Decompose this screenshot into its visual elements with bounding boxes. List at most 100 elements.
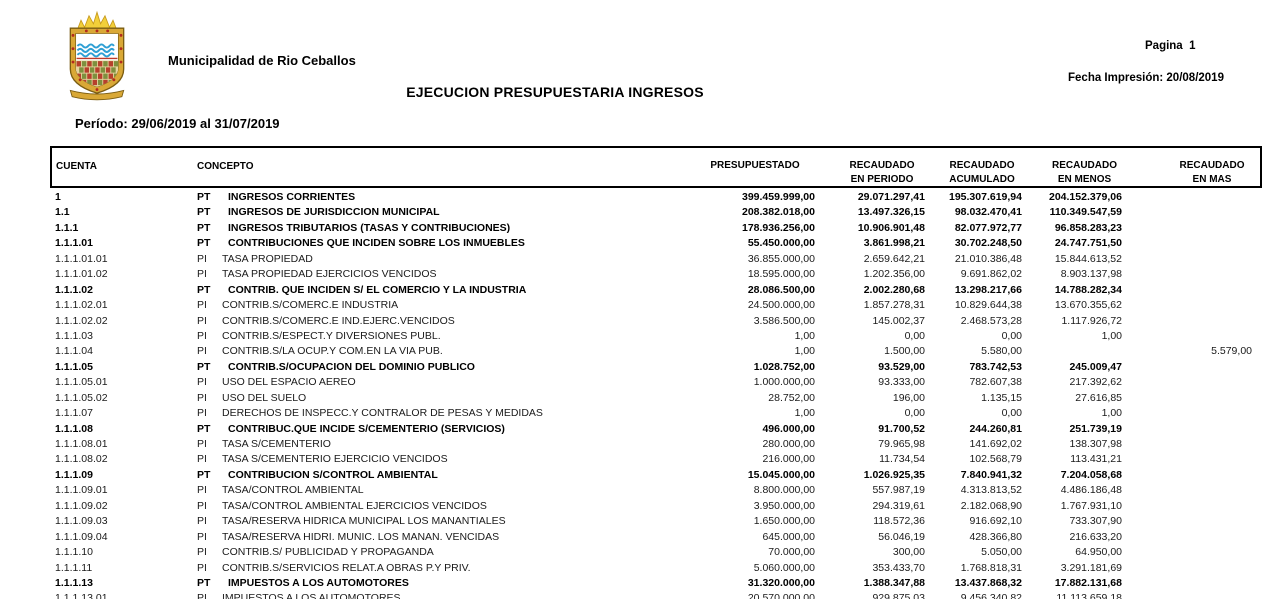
cell-cuenta: 1.1.1.01.01 <box>55 252 108 265</box>
table-row: 1.1.1.03 PI CONTRIB.S/ESPECT.Y DIVERSION… <box>50 329 1262 344</box>
cell-tipo: PI <box>197 484 207 497</box>
cell-recaudado-en-menos: 13.670.355,62 <box>1054 299 1122 312</box>
cell-recaudado-en-periodo: 1.857.278,31 <box>863 299 925 312</box>
cell-recaudado-en-menos: 4.486.186,48 <box>1060 484 1122 497</box>
cell-recaudado-en-periodo: 118.572,36 <box>873 515 925 528</box>
cell-cuenta: 1.1.1.11 <box>55 561 93 574</box>
cell-concepto: TASA S/CEMENTERIO EJERCICIO VENCIDOS <box>222 453 448 466</box>
cell-concepto: USO DEL SUELO <box>222 391 307 404</box>
table-row: 1.1 PT INGRESOS DE JURISDICCION MUNICIPA… <box>50 205 1262 220</box>
cell-recaudado-acumulado: 195.307.619,94 <box>949 191 1022 203</box>
cell-recaudado-en-mas: 5.579,00 <box>1211 345 1252 358</box>
cell-cuenta: 1.1.1.13 <box>55 576 93 589</box>
logo-banner <box>69 89 125 101</box>
cell-cuenta: 1.1.1.09.03 <box>55 515 108 528</box>
cell-recaudado-en-menos: 216.633,20 <box>1069 530 1122 543</box>
cell-concepto: CONTRIB.S/ESPECT.Y DIVERSIONES PUBL. <box>222 329 441 342</box>
cell-tipo: PI <box>197 376 207 389</box>
cell-recaudado-en-periodo: 2.002.280,68 <box>863 283 925 296</box>
cell-presupuestado: 645.000,00 <box>762 530 815 543</box>
cell-recaudado-en-menos: 1.767.931,10 <box>1060 499 1122 512</box>
table-row: 1.1.1.13.01 PI IMPUESTOS A LOS AUTOMOTOR… <box>50 591 1262 599</box>
cell-cuenta: 1 <box>55 191 61 203</box>
cell-tipo: PI <box>197 391 207 404</box>
cell-tipo: PT <box>197 221 211 234</box>
table-row: 1.1.1.05.02 PI USO DEL SUELO 28.752,00 1… <box>50 391 1262 406</box>
cell-presupuestado: 1,00 <box>794 329 815 342</box>
cell-recaudado-acumulado: 2.468.573,28 <box>960 314 1022 327</box>
cell-cuenta: 1.1.1.05.01 <box>55 376 108 389</box>
cell-concepto: TASA/RESERVA HIDRI. MUNIC. LOS MANAN. VE… <box>222 530 500 543</box>
table-row: 1 PT INGRESOS CORRIENTES 399.459.999,00 … <box>50 190 1262 205</box>
cell-tipo: PI <box>197 314 207 327</box>
cell-recaudado-en-periodo: 79.965,98 <box>878 438 925 450</box>
table-header: CUENTA CONCEPTO PRESUPUESTADO RECAUDADO … <box>50 146 1262 188</box>
cell-presupuestado: 8.800.000,00 <box>753 484 815 497</box>
cell-recaudado-en-menos: 7.204.058,68 <box>1060 468 1122 481</box>
cell-recaudado-en-menos: 110.349.547,59 <box>1049 206 1122 219</box>
cell-tipo: PT <box>197 191 211 203</box>
cell-recaudado-acumulado: 1.135,15 <box>981 391 1022 404</box>
cell-cuenta: 1.1.1.13.01 <box>55 592 108 599</box>
col-header-recaudado-en-periodo: RECAUDADO <box>849 160 915 171</box>
table-row: 1.1.1.09.04 PI TASA/RESERVA HIDRI. MUNIC… <box>50 530 1262 545</box>
cell-recaudado-en-periodo: 1.202.356,00 <box>863 268 925 281</box>
cell-presupuestado: 208.382.018,00 <box>742 206 815 219</box>
table-row: 1.1.1.04 PI CONTRIB.S/LA OCUP.Y COM.EN L… <box>50 344 1262 359</box>
cell-presupuestado: 15.045.000,00 <box>747 468 815 481</box>
cell-recaudado-en-periodo: 29.071.297,41 <box>857 191 925 203</box>
cell-recaudado-en-periodo: 557.987,19 <box>872 484 925 497</box>
table-row: 1.1.1.11 PI CONTRIB.S/SERVICIOS RELAT.A … <box>50 561 1262 576</box>
table-row: 1.1.1.01 PT CONTRIBUCIONES QUE INCIDEN S… <box>50 236 1262 251</box>
cell-concepto: TASA PROPIEDAD EJERCICIOS VENCIDOS <box>222 268 437 281</box>
cell-recaudado-en-menos: 3.291.181,69 <box>1060 561 1122 574</box>
col-header-cuenta: CUENTA <box>56 161 97 172</box>
cell-concepto: DERECHOS DE INSPECC.Y CONTRALOR DE PESAS… <box>222 407 543 420</box>
table-row: 1.1.1.08.01 PI TASA S/CEMENTERIO 280.000… <box>50 437 1262 452</box>
cell-recaudado-en-periodo: 145.002,37 <box>872 314 925 327</box>
cell-recaudado-en-periodo: 56.046,19 <box>878 530 925 543</box>
cell-recaudado-en-menos: 27.616,85 <box>1075 391 1122 404</box>
cell-tipo: PT <box>197 283 211 296</box>
table-row: 1.1.1.10 PI CONTRIB.S/ PUBLICIDAD Y PROP… <box>50 545 1262 560</box>
cell-concepto: TASA/RESERVA HIDRICA MUNICIPAL LOS MANAN… <box>222 515 506 528</box>
cell-recaudado-acumulado: 4.313.813,52 <box>960 484 1022 497</box>
table-row: 1.1.1 PT INGRESOS TRIBUTARIOS (TASAS Y C… <box>50 221 1262 236</box>
cell-presupuestado: 280.000,00 <box>762 438 815 450</box>
cell-recaudado-acumulado: 9.456.340,82 <box>960 592 1022 599</box>
table-row: 1.1.1.01.01 PI TASA PROPIEDAD 36.855.000… <box>50 252 1262 267</box>
cell-presupuestado: 1.000.000,00 <box>753 376 815 389</box>
cell-recaudado-acumulado: 5.580,00 <box>981 345 1022 358</box>
cell-cuenta: 1.1.1.01.02 <box>55 268 108 281</box>
print-date-label: Fecha Impresión: 20/08/2019 <box>1068 72 1224 84</box>
cell-tipo: PI <box>197 499 207 512</box>
cell-concepto: TASA/CONTROL AMBIENTAL <box>222 484 364 497</box>
cell-cuenta: 1.1.1.09.02 <box>55 499 108 512</box>
table-row: 1.1.1.08.02 PI TASA S/CEMENTERIO EJERCIC… <box>50 452 1262 467</box>
cell-tipo: PI <box>197 438 207 450</box>
cell-concepto: INGRESOS DE JURISDICCION MUNICIPAL <box>228 206 440 219</box>
table-row: 1.1.1.09 PT CONTRIBUCION S/CONTROL AMBIE… <box>50 468 1262 483</box>
cell-presupuestado: 70.000,00 <box>768 546 815 559</box>
cell-recaudado-acumulado: 9.691.862,02 <box>960 268 1022 281</box>
cell-presupuestado: 18.595.000,00 <box>747 268 815 281</box>
cell-concepto: CONTRIB.S/ PUBLICIDAD Y PROPAGANDA <box>222 546 434 559</box>
cell-tipo: PI <box>197 252 207 265</box>
cell-presupuestado: 3.586.500,00 <box>753 314 815 327</box>
table-row: 1.1.1.08 PT CONTRIBUC.QUE INCIDE S/CEMEN… <box>50 422 1262 437</box>
cell-recaudado-en-menos: 138.307,98 <box>1069 438 1122 450</box>
cell-recaudado-en-menos: 15.844.613,52 <box>1054 252 1122 265</box>
cell-presupuestado: 55.450.000,00 <box>747 237 815 250</box>
cell-cuenta: 1.1.1.09.01 <box>55 484 108 497</box>
cell-recaudado-acumulado: 82.077.972,77 <box>954 221 1022 234</box>
cell-concepto: CONTRIB.S/OCUPACION DEL DOMINIO PUBLICO <box>228 360 475 373</box>
cell-cuenta: 1.1.1.10 <box>55 546 93 559</box>
cell-recaudado-en-periodo: 0,00 <box>904 407 925 420</box>
cell-recaudado-acumulado: 2.182.068,90 <box>960 499 1022 512</box>
cell-recaudado-en-menos: 251.739,19 <box>1069 422 1122 435</box>
cell-recaudado-en-menos: 245.009,47 <box>1069 360 1122 373</box>
cell-tipo: PT <box>197 576 211 589</box>
period-label: Período: 29/06/2019 al 31/07/2019 <box>75 116 280 131</box>
cell-recaudado-acumulado: 102.568,79 <box>969 453 1022 466</box>
cell-cuenta: 1.1.1.05 <box>55 360 93 373</box>
